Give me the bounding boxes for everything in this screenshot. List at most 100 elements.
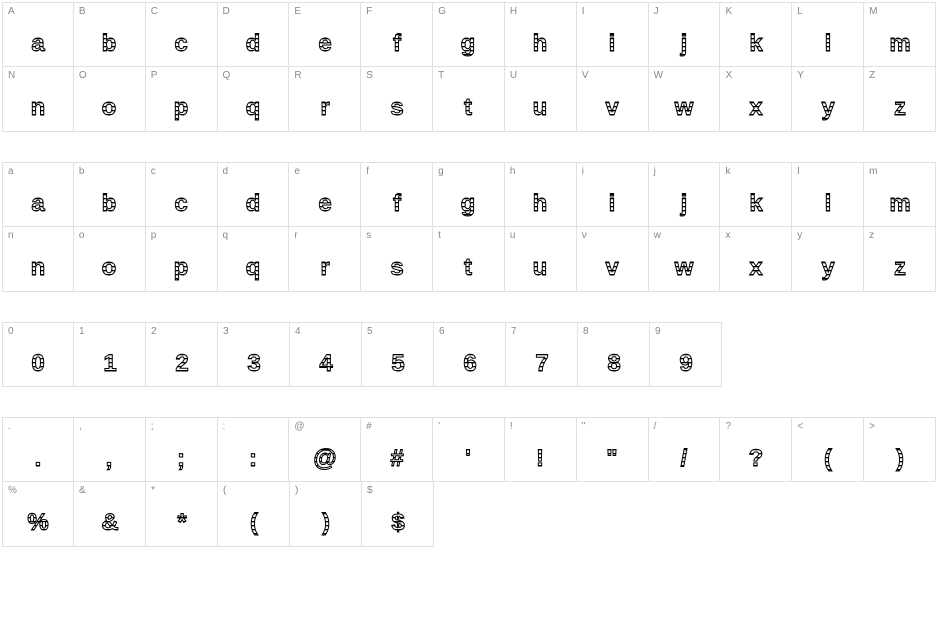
- charmap-cell[interactable]: 11: [74, 322, 146, 387]
- charmap-cell[interactable]: dd: [218, 162, 290, 227]
- charmap-cell[interactable]: @@: [289, 417, 361, 482]
- svg-text:d: d: [246, 190, 261, 217]
- charmap-cell[interactable]: Ee: [289, 2, 361, 67]
- charmap-cell[interactable]: jj: [649, 162, 721, 227]
- charmap-cell[interactable]: Kk: [720, 2, 792, 67]
- charmap-cell[interactable]: Oo: [74, 67, 146, 132]
- charmap-cell[interactable]: ll: [792, 162, 864, 227]
- charmap-cell[interactable]: qq: [218, 227, 290, 292]
- charmap-cell[interactable]: 88: [578, 322, 650, 387]
- charmap-cell[interactable]: Yy: [792, 67, 864, 132]
- charmap-cell[interactable]: Ff: [361, 2, 433, 67]
- charmap-cell[interactable]: Ll: [792, 2, 864, 67]
- charmap-cell[interactable]: Dd: [218, 2, 290, 67]
- charmap-cell[interactable]: 66: [434, 322, 506, 387]
- charmap-cell[interactable]: Zz: [864, 67, 936, 132]
- cell-glyph: f: [361, 19, 432, 66]
- charmap-cell[interactable]: )): [290, 482, 362, 547]
- charmap-cell[interactable]: Tt: [433, 67, 505, 132]
- charmap-cell[interactable]: $$: [362, 482, 434, 547]
- charmap-cell[interactable]: nn: [2, 227, 74, 292]
- charmap-cell[interactable]: Vv: [577, 67, 649, 132]
- charmap-cell[interactable]: Rr: [289, 67, 361, 132]
- svg-text:y: y: [821, 254, 835, 281]
- charmap-cell[interactable]: tt: [433, 227, 505, 292]
- charmap-cell[interactable]: rr: [289, 227, 361, 292]
- charmap-row: %%&&**(())$$: [2, 482, 936, 547]
- charmap-cell[interactable]: Ii: [577, 2, 649, 67]
- charmap-cell[interactable]: Gg: [433, 2, 505, 67]
- charmap-cell[interactable]: 55: [362, 322, 434, 387]
- charmap-cell[interactable]: ii: [577, 162, 649, 227]
- charmap-cell[interactable]: xx: [720, 227, 792, 292]
- charmap-cell[interactable]: 22: [146, 322, 218, 387]
- charmap-cell[interactable]: Qq: [218, 67, 290, 132]
- svg-text:n: n: [31, 94, 46, 121]
- svg-text:g: g: [461, 190, 476, 217]
- charmap-cell[interactable]: '': [433, 417, 505, 482]
- charmap-cell[interactable]: Uu: [505, 67, 577, 132]
- charmap-cell[interactable]: "": [577, 417, 649, 482]
- cell-label: T: [433, 67, 504, 83]
- charmap-cell[interactable]: ff: [361, 162, 433, 227]
- charmap-cell[interactable]: **: [146, 482, 218, 547]
- glyph-inner: j: [669, 190, 699, 216]
- charmap-cell[interactable]: pp: [146, 227, 218, 292]
- charmap-cell[interactable]: Cc: [146, 2, 218, 67]
- charmap-cell[interactable]: bb: [74, 162, 146, 227]
- charmap-cell[interactable]: Bb: [74, 2, 146, 67]
- charmap-cell[interactable]: 99: [650, 322, 722, 387]
- charmap-cell[interactable]: Xx: [720, 67, 792, 132]
- charmap-cell[interactable]: oo: [74, 227, 146, 292]
- charmap-cell[interactable]: 44: [290, 322, 362, 387]
- charmap-cell[interactable]: kk: [720, 162, 792, 227]
- charmap-cell[interactable]: <(: [792, 417, 864, 482]
- charmap-row: nnooppqqrrssttuuvvwwxxyyzz: [2, 227, 936, 292]
- charmap-cell[interactable]: mm: [864, 162, 936, 227]
- charmap-cell[interactable]: %%: [2, 482, 74, 547]
- glyph-inner: k: [741, 30, 771, 56]
- charmap-cell[interactable]: ((: [218, 482, 290, 547]
- charmap-cell[interactable]: aa: [2, 162, 74, 227]
- charmap-cell[interactable]: Aa: [2, 2, 74, 67]
- charmap-cell[interactable]: 33: [218, 322, 290, 387]
- charmap-cell[interactable]: gg: [433, 162, 505, 227]
- charmap-cell[interactable]: //: [649, 417, 721, 482]
- charmap-cell[interactable]: hh: [505, 162, 577, 227]
- charmap-cell[interactable]: Mm: [864, 2, 936, 67]
- cell-glyph: p: [146, 83, 217, 131]
- charmap-cell[interactable]: Ww: [649, 67, 721, 132]
- charmap-cell[interactable]: Jj: [649, 2, 721, 67]
- svg-text:z: z: [894, 254, 906, 281]
- charmap-cell[interactable]: ::: [218, 417, 290, 482]
- charmap-cell[interactable]: ??: [720, 417, 792, 482]
- charmap-cell[interactable]: ##: [361, 417, 433, 482]
- charmap-cell[interactable]: Pp: [146, 67, 218, 132]
- glyph-inner: e: [310, 30, 340, 56]
- charmap-cell[interactable]: !!: [505, 417, 577, 482]
- charmap-cell[interactable]: ss: [361, 227, 433, 292]
- charmap-cell[interactable]: ww: [649, 227, 721, 292]
- charmap-cell[interactable]: Ss: [361, 67, 433, 132]
- glyph-inner: 2: [167, 350, 197, 376]
- charmap-cell[interactable]: cc: [146, 162, 218, 227]
- cell-label: X: [720, 67, 791, 83]
- charmap-cell[interactable]: uu: [505, 227, 577, 292]
- cell-label: h: [505, 163, 576, 179]
- charmap-cell[interactable]: ,,: [74, 417, 146, 482]
- glyph-inner: ?: [741, 445, 771, 471]
- charmap-cell[interactable]: ..: [2, 417, 74, 482]
- charmap-cell[interactable]: &&: [74, 482, 146, 547]
- charmap-cell[interactable]: ee: [289, 162, 361, 227]
- glyph-inner: ;: [166, 445, 196, 471]
- charmap-cell[interactable]: Hh: [505, 2, 577, 67]
- charmap-cell[interactable]: ;;: [146, 417, 218, 482]
- charmap-cell[interactable]: zz: [864, 227, 936, 292]
- charmap-cell[interactable]: >): [864, 417, 936, 482]
- charmap-cell[interactable]: 77: [506, 322, 578, 387]
- charmap-cell[interactable]: Nn: [2, 67, 74, 132]
- charmap-cell[interactable]: yy: [792, 227, 864, 292]
- charmap-cell[interactable]: vv: [577, 227, 649, 292]
- cell-glyph: x: [720, 83, 791, 131]
- charmap-cell[interactable]: 00: [2, 322, 74, 387]
